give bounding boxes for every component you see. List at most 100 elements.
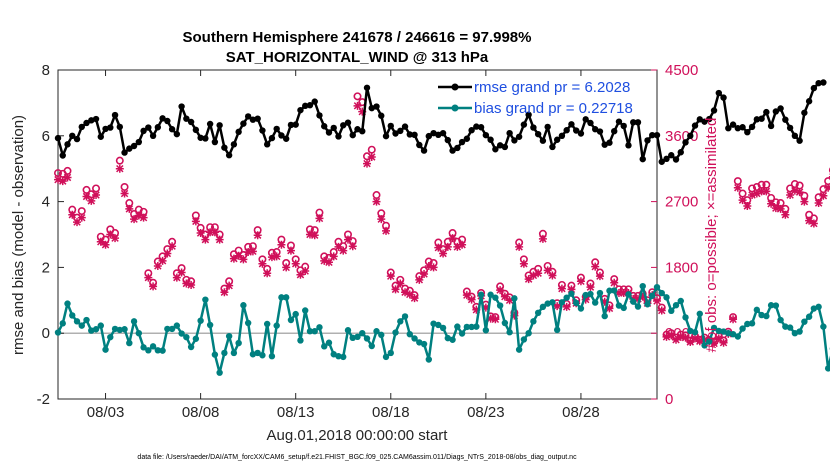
- obs-assimilated-point: [305, 230, 314, 239]
- obs-assimilated-point: [633, 294, 642, 303]
- obs-assimilated-point: [667, 331, 676, 340]
- bias-point: [653, 283, 661, 291]
- obs-assimilated-point: [562, 302, 571, 311]
- rmse-point: [715, 89, 723, 97]
- bias-point: [815, 303, 822, 311]
- obs-assimilated-point: [467, 295, 476, 304]
- rmse-point: [591, 126, 599, 133]
- bias-point: [439, 324, 447, 332]
- bias-point: [387, 349, 394, 357]
- rmse-point: [235, 128, 242, 136]
- bias-point: [710, 324, 718, 332]
- bias-point: [64, 300, 71, 307]
- rmse-point: [767, 122, 775, 130]
- rmse-point: [572, 127, 580, 134]
- rmse-point: [178, 103, 185, 110]
- bias-point: [487, 291, 494, 298]
- bias-point: [287, 316, 295, 324]
- rmse-point: [378, 112, 385, 119]
- rmse-point: [820, 79, 827, 86]
- rmse-point: [159, 115, 166, 122]
- bias-point: [515, 346, 523, 353]
- obs-assimilated-point: [638, 292, 647, 301]
- obs-assimilated-point: [87, 196, 96, 205]
- obs-assimilated-point: [743, 201, 752, 210]
- obs-assimilated-point: [733, 183, 742, 192]
- obs-assimilated-point: [415, 275, 424, 284]
- obs-assimilated-point: [282, 263, 291, 272]
- rmse-point: [164, 117, 171, 125]
- obs-assimilated-point: [710, 339, 719, 348]
- obs-assimilated-point: [676, 332, 685, 341]
- bias-point: [511, 295, 518, 302]
- rmse-point: [739, 124, 746, 131]
- bias-point: [805, 313, 813, 320]
- bias-point: [121, 326, 128, 333]
- bias-point: [321, 343, 328, 350]
- bias-point: [59, 320, 66, 327]
- bias-point: [278, 294, 285, 301]
- bias-point: [506, 329, 513, 336]
- bias-point: [801, 318, 808, 325]
- rmse-point: [420, 147, 428, 154]
- x-tick-label: 08/08: [182, 404, 220, 421]
- obs-assimilated-point: [781, 210, 790, 219]
- rmse-point: [763, 108, 770, 116]
- rmse-point: [397, 127, 404, 135]
- rmse-point: [672, 156, 680, 163]
- rmse-point: [401, 123, 409, 130]
- obs-assimilated-point: [58, 177, 67, 186]
- obs-assimilated-point: [206, 228, 215, 237]
- rmse-point: [349, 131, 356, 139]
- bias-point: [534, 309, 542, 317]
- obs-assimilated-point: [144, 273, 153, 282]
- left-tick-label: 6: [42, 128, 50, 145]
- x-tick-label: 08/28: [562, 404, 600, 421]
- left-tick-label: 4: [42, 194, 50, 211]
- obs-assimilated-point: [605, 304, 614, 313]
- obs-assimilated-point: [253, 231, 262, 240]
- rmse-point: [135, 138, 143, 146]
- bias-point: [344, 327, 352, 334]
- bias-point: [297, 337, 304, 344]
- obs-assimilated-point: [439, 249, 448, 258]
- rmse-point: [330, 124, 337, 132]
- bias-point: [111, 325, 119, 333]
- obs-assimilated-point: [106, 230, 115, 239]
- rmse-point: [701, 118, 708, 125]
- rmse-point: [306, 102, 314, 109]
- rmse-point: [753, 116, 761, 123]
- obs-assimilated-point: [196, 229, 205, 238]
- obs-possible-point: [824, 177, 830, 186]
- obs-assimilated-point: [63, 173, 72, 182]
- rmse-point: [316, 112, 323, 119]
- rmse-point: [772, 108, 780, 115]
- rmse-point: [696, 116, 703, 123]
- bias-point: [392, 329, 399, 336]
- rmse-point: [582, 116, 589, 123]
- bias-point: [183, 333, 190, 341]
- rmse-point: [249, 116, 257, 123]
- rmse-point: [810, 84, 818, 92]
- left-axis-ticks: -2 0 2 4 6 8: [37, 62, 64, 408]
- rmse-point: [691, 122, 699, 129]
- bias-point: [520, 336, 528, 343]
- obs-assimilated-point: [600, 297, 609, 306]
- bias-point: [539, 303, 547, 311]
- rmse-point: [197, 134, 204, 141]
- bias-point: [473, 323, 480, 330]
- bias-point: [577, 305, 585, 312]
- rmse-point: [615, 118, 623, 125]
- obs-assimilated-point: [453, 242, 462, 251]
- rmse-point: [206, 120, 214, 128]
- obs-assimilated-point: [92, 191, 101, 200]
- bias-point: [159, 347, 166, 354]
- rmse-point: [344, 119, 352, 126]
- rmse-point: [149, 132, 157, 139]
- bias-point: [325, 339, 333, 346]
- bias-point: [587, 290, 594, 298]
- rmse-point: [563, 127, 570, 134]
- rmse-point: [449, 147, 456, 154]
- rmse-point: [268, 134, 276, 142]
